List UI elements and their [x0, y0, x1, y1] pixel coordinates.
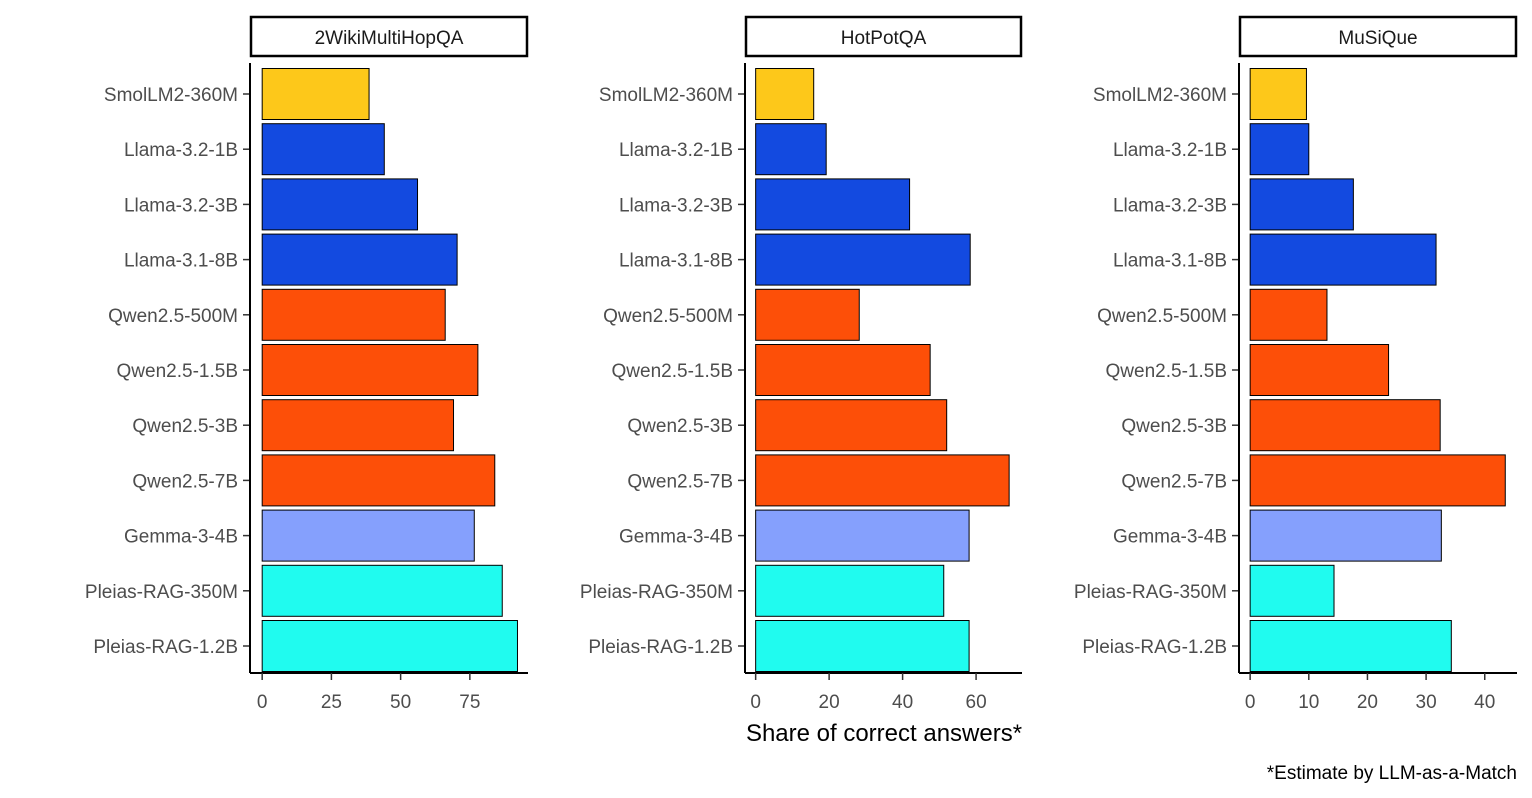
panel-0-ylabel-Llama-3.1-8B: Llama-3.1-8B	[124, 251, 238, 272]
panel-1-bar-Qwen2.5-500M	[755, 288, 860, 341]
panel-0-ylabel-SmolLM2-360M: SmolLM2-360M	[104, 85, 238, 106]
panel-2-ylabel-Pleias-RAG-1.2B: Pleias-RAG-1.2B	[1082, 637, 1227, 658]
panel-1-ylabel-Llama-3.1-8B: Llama-3.1-8B	[619, 251, 733, 272]
panel-1-ylabel-Pleias-RAG-350M: Pleias-RAG-350M	[580, 582, 733, 603]
x-axis-title: Share of correct answers*	[746, 720, 1022, 747]
panel-0-ylabel-Qwen2.5-500M: Qwen2.5-500M	[108, 306, 238, 327]
panel-1-xlabel-0: 0	[750, 692, 761, 713]
panel-1-ylabel-Qwen2.5-1.5B: Qwen2.5-1.5B	[612, 361, 733, 382]
panel-2-bar-Qwen2.5-7B	[1249, 454, 1506, 507]
panel-2-ylabel-Llama-3.2-3B: Llama-3.2-3B	[1113, 195, 1227, 216]
panel-0-bar-Llama-3.1-8B	[261, 233, 458, 286]
panel-2-bar-Pleias-RAG-1.2B	[1249, 620, 1452, 672]
panel-1-bar-Pleias-RAG-350M	[755, 564, 945, 617]
panel-1-ylabel-Qwen2.5-7B: Qwen2.5-7B	[627, 471, 733, 492]
panel-0-bar-Pleias-RAG-1.2B	[261, 620, 518, 672]
panel-0-ylabel-Qwen2.5-1.5B: Qwen2.5-1.5B	[117, 361, 238, 382]
panel-2-ylabel-Qwen2.5-500M: Qwen2.5-500M	[1097, 306, 1227, 327]
panel-2-ylabel-Qwen2.5-7B: Qwen2.5-7B	[1121, 471, 1227, 492]
panel-1-ylabel-Llama-3.2-3B: Llama-3.2-3B	[619, 195, 733, 216]
panel-1-bar-Gemma-3-4B	[755, 509, 970, 562]
panel-2-title: MuSiQue	[1338, 28, 1417, 49]
panel-1-bar-Qwen2.5-3B	[755, 399, 948, 452]
panel-0-xlabel-0: 0	[257, 692, 268, 713]
panel-1-xlabel-40: 40	[892, 692, 913, 713]
panel-0-ylabel-Gemma-3-4B: Gemma-3-4B	[124, 527, 238, 548]
panel-0-xlabel-75: 75	[459, 692, 480, 713]
panel-0-ylabel-Pleias-RAG-350M: Pleias-RAG-350M	[85, 582, 238, 603]
panel-0-bar-Gemma-3-4B	[261, 509, 475, 562]
panel-2-bar-Qwen2.5-3B	[1249, 399, 1441, 452]
panel-2-xlabel-40: 40	[1474, 692, 1495, 713]
panel-2-ylabel-Llama-3.1-8B: Llama-3.1-8B	[1113, 251, 1227, 272]
panel-0-title: 2WikiMultiHopQA	[315, 28, 464, 49]
panel-2-ylabel-Llama-3.2-1B: Llama-3.2-1B	[1113, 140, 1227, 161]
panel-2-bar-Qwen2.5-500M	[1249, 288, 1328, 341]
panel-2-xlabel-20: 20	[1357, 692, 1378, 713]
panel-1-ylabel-Llama-3.2-1B: Llama-3.2-1B	[619, 140, 733, 161]
panel-2-ylabel-Gemma-3-4B: Gemma-3-4B	[1113, 527, 1227, 548]
panel-0-bar-Llama-3.2-1B	[261, 123, 385, 176]
panels-layer: 2WikiMultiHopQA SmolLM2-360M Llama-3.2-1B L…	[85, 15, 1518, 713]
panel-0-xlabel-50: 50	[390, 692, 411, 713]
panel-0-strip	[249, 15, 529, 58]
panel-0-ylabel-Qwen2.5-7B: Qwen2.5-7B	[132, 471, 238, 492]
panel-1-bar-Llama-3.2-1B	[755, 123, 827, 176]
panel-0-bar-Pleias-RAG-350M	[261, 564, 503, 617]
panel-2-ylabel-Pleias-RAG-350M: Pleias-RAG-350M	[1074, 582, 1227, 603]
panel-0-ylabel-Llama-3.2-3B: Llama-3.2-3B	[124, 195, 238, 216]
panel-1-bar-Qwen2.5-7B	[755, 454, 1010, 507]
panel-2-xlabel-0: 0	[1245, 692, 1256, 713]
panel-2-ylabel-Qwen2.5-3B: Qwen2.5-3B	[1121, 416, 1227, 437]
panel-0-bar-Qwen2.5-500M	[261, 288, 446, 341]
panel-0-ylabel-Llama-3.2-1B: Llama-3.2-1B	[124, 140, 238, 161]
panel-1-xlabel-20: 20	[819, 692, 840, 713]
panel-1-xlabel-60: 60	[966, 692, 987, 713]
panel-2-xlabel-30: 30	[1416, 692, 1437, 713]
panel-2-bar-SmolLM2-360M	[1249, 68, 1307, 120]
panel-1-bar-Qwen2.5-1.5B	[755, 344, 931, 396]
panel-2-bar-Qwen2.5-1.5B	[1249, 344, 1390, 396]
panel-1-bar-Llama-3.2-3B	[755, 178, 911, 231]
panel-1-bar-SmolLM2-360M	[755, 68, 815, 120]
panel-1: HotPotQA SmolLM2-360M Llama-3.2-1B Llama-3.…	[580, 15, 1023, 713]
panel-2-strip	[1238, 15, 1518, 58]
panel-0-bar-SmolLM2-360M	[261, 68, 370, 120]
panel-2-xlabel-10: 10	[1298, 692, 1319, 713]
panel-1-ylabel-Qwen2.5-3B: Qwen2.5-3B	[627, 416, 733, 437]
panel-0-ylabel-Pleias-RAG-1.2B: Pleias-RAG-1.2B	[93, 637, 238, 658]
panel-0-bar-Qwen2.5-3B	[261, 399, 455, 452]
panel-0-bar-Llama-3.2-3B	[261, 178, 419, 231]
panel-1-ylabel-Qwen2.5-500M: Qwen2.5-500M	[603, 306, 733, 327]
panel-1-strip	[744, 15, 1023, 58]
panel-2-bar-Llama-3.2-3B	[1249, 178, 1354, 231]
panel-0-ylabel-Qwen2.5-3B: Qwen2.5-3B	[132, 416, 238, 437]
panel-1-ylabel-Pleias-RAG-1.2B: Pleias-RAG-1.2B	[588, 637, 733, 658]
panel-2-bar-Llama-3.2-1B	[1249, 123, 1310, 176]
panel-1-ylabel-Gemma-3-4B: Gemma-3-4B	[619, 527, 733, 548]
panel-2-bar-Llama-3.1-8B	[1249, 233, 1437, 286]
panel-0: 2WikiMultiHopQA SmolLM2-360M Llama-3.2-1B L…	[85, 15, 529, 713]
panel-0-bar-Qwen2.5-7B	[261, 454, 496, 507]
panel-1-bar-Llama-3.1-8B	[755, 233, 971, 286]
panel-1-bar-Pleias-RAG-1.2B	[755, 620, 970, 672]
panel-1-title: HotPotQA	[841, 28, 927, 49]
panel-0-xlabel-25: 25	[321, 692, 342, 713]
caption: *Estimate by LLM-as-a-Match	[1267, 763, 1517, 784]
panel-2: MuSiQue SmolLM2-360M Llama-3.2-1B Llama-3.2…	[1074, 15, 1518, 713]
panel-1-ylabel-SmolLM2-360M: SmolLM2-360M	[599, 85, 733, 106]
panel-2-bar-Pleias-RAG-350M	[1249, 564, 1335, 617]
panel-2-ylabel-SmolLM2-360M: SmolLM2-360M	[1093, 85, 1227, 106]
panel-2-bar-Gemma-3-4B	[1249, 509, 1442, 562]
panel-0-bar-Qwen2.5-1.5B	[261, 344, 479, 396]
panel-2-ylabel-Qwen2.5-1.5B: Qwen2.5-1.5B	[1106, 361, 1227, 382]
